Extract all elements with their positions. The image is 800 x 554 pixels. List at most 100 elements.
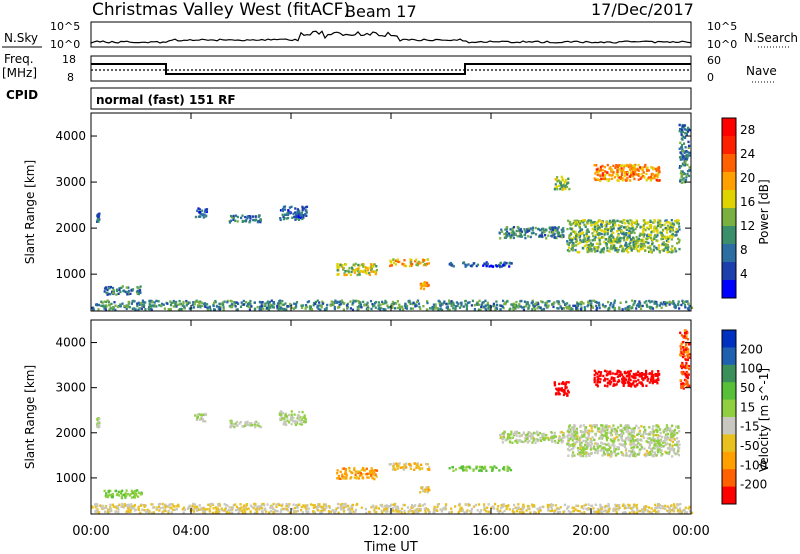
data-cell <box>618 224 621 227</box>
data-cell <box>279 218 282 222</box>
data-cell <box>658 304 661 307</box>
data-cell <box>428 466 431 469</box>
data-cell <box>627 245 630 249</box>
data-cell <box>685 335 688 338</box>
data-cell <box>364 473 367 476</box>
data-cell <box>245 423 248 426</box>
data-cell <box>572 304 575 307</box>
data-cell <box>685 375 688 379</box>
data-cell <box>650 449 653 452</box>
data-cell <box>573 434 576 437</box>
data-cell <box>491 469 494 472</box>
data-cell <box>556 176 559 179</box>
data-cell <box>641 433 644 436</box>
data-cell <box>321 507 324 511</box>
data-cell <box>621 432 624 435</box>
data-cell <box>352 263 355 266</box>
data-cell <box>625 437 628 440</box>
data-cell <box>575 504 578 507</box>
data-cell <box>397 260 400 263</box>
colorbar-swatch <box>722 280 736 299</box>
data-cell <box>603 233 606 236</box>
data-cell <box>650 300 653 303</box>
data-cell <box>631 452 634 456</box>
data-cell <box>685 158 689 161</box>
data-cell <box>348 469 351 473</box>
data-cell <box>604 426 608 429</box>
data-cell <box>655 378 658 382</box>
data-cell <box>95 303 98 306</box>
data-cell <box>591 239 594 242</box>
data-cell <box>611 443 614 447</box>
data-cell <box>631 442 634 445</box>
data-cell <box>314 300 317 304</box>
data-cell <box>572 429 575 432</box>
data-cell <box>343 503 346 506</box>
data-cell <box>638 448 641 451</box>
data-cell <box>231 508 234 511</box>
data-cell <box>150 503 153 506</box>
data-cell <box>655 174 658 178</box>
data-cell <box>230 422 233 425</box>
data-cell <box>661 453 664 456</box>
data-cell <box>596 451 599 455</box>
data-cell <box>665 424 668 427</box>
data-cell <box>674 234 677 237</box>
data-cell <box>246 217 249 220</box>
data-cell <box>480 509 483 512</box>
data-cell <box>433 507 436 511</box>
data-cell <box>603 166 606 169</box>
data-cell <box>515 438 518 441</box>
data-cell <box>656 439 659 442</box>
data-cell <box>218 502 221 506</box>
data-cell <box>304 213 307 216</box>
data-cell <box>478 469 481 472</box>
data-cell <box>664 301 667 304</box>
data-cell <box>343 477 346 480</box>
data-cell <box>574 443 577 446</box>
data-cell <box>123 304 126 308</box>
data-cell <box>353 269 356 272</box>
data-cell <box>91 505 94 508</box>
data-cell <box>686 376 690 380</box>
data-cell <box>571 248 574 251</box>
data-cell <box>337 511 340 514</box>
data-cell <box>330 300 333 303</box>
data-cell <box>295 301 299 304</box>
data-cell <box>143 304 146 307</box>
data-cell <box>645 440 648 443</box>
data-cell <box>630 450 633 453</box>
data-cell <box>215 305 219 308</box>
data-cell <box>253 308 256 311</box>
data-cell <box>525 436 528 439</box>
data-cell <box>674 247 677 251</box>
data-cell <box>628 165 631 169</box>
data-cell <box>609 238 612 241</box>
data-cell <box>567 428 570 431</box>
data-cell <box>375 475 378 478</box>
data-cell <box>395 302 398 305</box>
data-cell <box>256 511 259 514</box>
data-cell <box>467 301 470 304</box>
data-cell <box>681 351 684 354</box>
data-cell <box>643 447 646 450</box>
data-cell <box>229 219 233 222</box>
data-cell <box>567 307 570 310</box>
data-cell <box>231 305 234 309</box>
data-cell <box>655 246 658 250</box>
data-cell <box>260 306 263 310</box>
data-cell <box>248 302 251 305</box>
data-cell <box>633 511 636 514</box>
data-cell <box>650 448 653 451</box>
data-cell <box>369 299 373 303</box>
data-cell <box>575 244 578 247</box>
data-cell <box>642 243 645 246</box>
data-cell <box>502 299 505 303</box>
data-cell <box>395 507 398 510</box>
data-cell <box>574 230 577 233</box>
data-cell <box>380 306 383 310</box>
data-cell <box>563 391 566 394</box>
data-cell <box>594 448 597 451</box>
data-cell <box>196 209 199 212</box>
data-cell <box>648 305 651 309</box>
